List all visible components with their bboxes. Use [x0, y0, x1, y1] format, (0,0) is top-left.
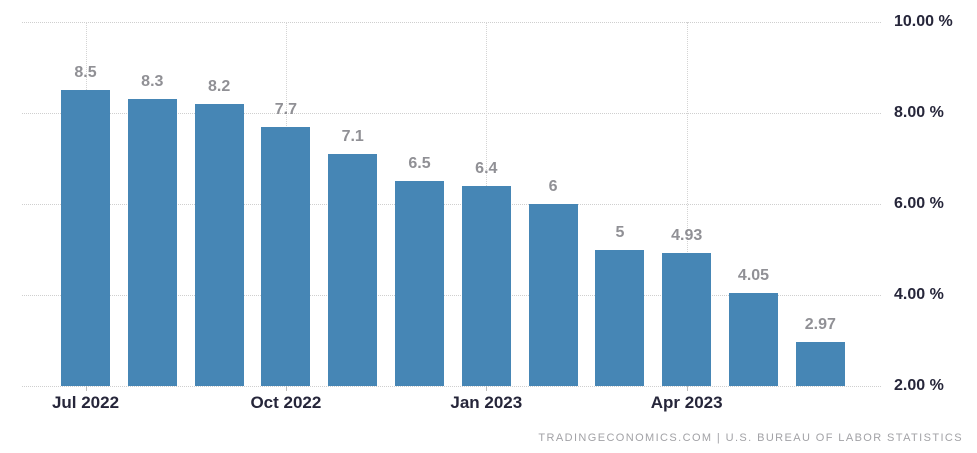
y-axis-label: 2.00 % [894, 377, 944, 394]
bar-value-label: 6.4 [475, 159, 498, 177]
bar-value-label: 7.1 [341, 127, 364, 145]
bar [194, 103, 244, 386]
gridline-y [22, 22, 881, 23]
bar [395, 181, 444, 386]
y-axis-label: 6.00 % [894, 195, 944, 212]
bar [328, 153, 378, 386]
gridline-y [22, 113, 881, 114]
gridline-x [686, 22, 688, 386]
bar-value-label: 8.2 [207, 77, 231, 95]
x-axis-label: Oct 2022 [250, 393, 322, 412]
bar [729, 292, 778, 386]
x-axis-label: Jul 2022 [51, 393, 120, 412]
bar [127, 99, 177, 386]
bar [662, 252, 712, 386]
y-axis-label: 8.00 % [894, 104, 944, 121]
x-axis-tick [85, 386, 87, 391]
gridline-y [22, 204, 881, 205]
bar-value-label: 8.5 [74, 64, 97, 82]
bar [61, 90, 110, 386]
bar-value-label: 4.05 [737, 266, 770, 284]
bar-value-label: 6.5 [408, 155, 431, 173]
bar [528, 204, 578, 386]
bar-value-label: 5 [615, 223, 625, 241]
x-axis-tick [686, 386, 688, 391]
bar [595, 249, 645, 386]
x-axis-tick [486, 386, 488, 391]
x-axis-label: Apr 2023 [650, 393, 723, 412]
x-axis-tick [285, 386, 287, 391]
bar-value-label: 8.3 [141, 73, 164, 91]
y-axis-label: 10.00 % [894, 13, 953, 30]
bar-value-label: 6 [548, 178, 558, 195]
gridline-y [22, 386, 881, 387]
bar [461, 185, 511, 386]
bar-value-label: 7.7 [274, 100, 298, 118]
bar-value-label: 2.97 [804, 315, 836, 333]
attribution-text: TRADINGECONOMICS.COM | U.S. BUREAU OF LA… [538, 432, 963, 444]
bar-value-label: 4.93 [671, 226, 703, 244]
bar [261, 126, 311, 386]
x-axis-label: Jan 2023 [450, 393, 523, 412]
bar [795, 341, 845, 386]
y-axis-label: 4.00 % [894, 286, 944, 303]
gridline-y [22, 295, 881, 296]
